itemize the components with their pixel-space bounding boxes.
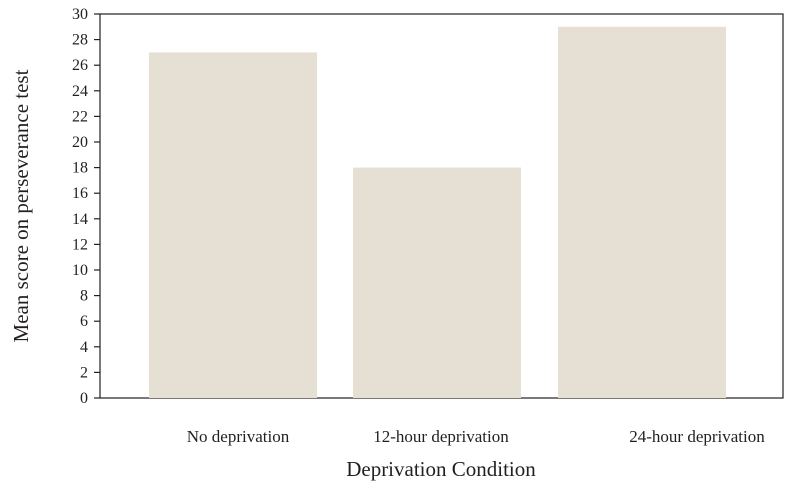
y-tick-label: 26 bbox=[72, 57, 88, 74]
y-tick-label: 10 bbox=[72, 262, 88, 279]
bars-group bbox=[149, 26, 726, 399]
x-category-label: 24-hour deprivation bbox=[629, 427, 765, 446]
y-tick-label: 8 bbox=[80, 288, 88, 305]
bar-12-hour-deprivation bbox=[353, 167, 521, 398]
bar-24-hour-deprivation bbox=[558, 26, 726, 399]
y-tick-label: 0 bbox=[80, 390, 88, 407]
y-tick-label: 6 bbox=[80, 313, 88, 330]
x-axis-labels: No deprivation 12-hour deprivation 24-hour… bbox=[187, 427, 765, 446]
y-tick-label: 30 bbox=[72, 6, 88, 23]
y-tick-label: 20 bbox=[72, 134, 88, 151]
x-category-label: 12-hour deprivation bbox=[373, 427, 509, 446]
y-axis-title: Mean score on perseverance test bbox=[9, 69, 33, 342]
y-tick-label: 22 bbox=[72, 108, 88, 125]
y-tick-label: 16 bbox=[72, 185, 88, 202]
y-tick-label: 18 bbox=[72, 160, 88, 177]
y-tick-label: 24 bbox=[72, 83, 88, 100]
y-tick-label: 28 bbox=[72, 32, 88, 49]
y-tick-label: 2 bbox=[80, 364, 88, 381]
y-tick-label: 4 bbox=[80, 339, 88, 356]
x-category-label: No deprivation bbox=[187, 427, 290, 446]
y-tick-label: 14 bbox=[72, 211, 88, 228]
x-axis-title: Deprivation Condition bbox=[346, 457, 536, 481]
y-tick-label: 12 bbox=[72, 236, 88, 253]
bar-no-deprivation bbox=[149, 52, 317, 399]
